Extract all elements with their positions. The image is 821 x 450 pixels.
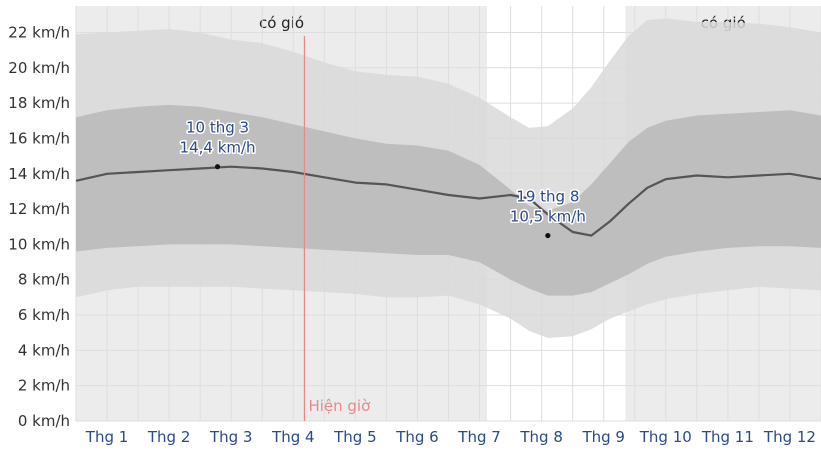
- annotation-date: 19 thg 8: [516, 188, 579, 206]
- annotation-date: 10 thg 3: [186, 119, 249, 137]
- y-tick-label: 6 km/h: [18, 306, 70, 324]
- band-p25-p75: [76, 104, 821, 296]
- x-tick-label: Thg 7: [457, 428, 501, 446]
- x-tick-label: Thg 6: [395, 428, 439, 446]
- y-tick-label: 8 km/h: [18, 271, 70, 289]
- y-tick-label: 16 km/h: [8, 129, 70, 147]
- y-tick-label: 20 km/h: [8, 59, 70, 77]
- x-tick-label: Thg 8: [519, 428, 563, 446]
- annotation-point: [214, 164, 221, 170]
- x-tick-label: Thg 5: [333, 428, 377, 446]
- annotation-point: [545, 232, 551, 239]
- y-tick-label: 10 km/h: [8, 235, 70, 253]
- percentile-bands: [76, 18, 821, 339]
- y-tick-label: 0 km/h: [18, 412, 70, 430]
- x-tick-label: Thg 4: [271, 428, 315, 446]
- y-axis-labels: 0 km/h 2 km/h 4 km/h 6 km/h 8 km/h 10 km/h 12 …: [8, 23, 70, 430]
- x-tick-label: Thg 12: [763, 428, 816, 446]
- y-tick-label: 14 km/h: [8, 165, 70, 183]
- x-tick-label: Thg 2: [147, 428, 191, 446]
- x-tick-label: Thg 1: [85, 428, 129, 446]
- annotation-value: 10,5 km/h: [510, 208, 586, 226]
- x-tick-label: Thg 3: [209, 428, 253, 446]
- y-tick-label: 12 km/h: [8, 200, 70, 218]
- x-tick-label: Thg 11: [701, 428, 754, 446]
- annotation-value: 14,4 km/h: [180, 139, 256, 157]
- now-label: Hiện giờ: [308, 397, 371, 415]
- now-marker: Hiện giờ: [303, 36, 371, 421]
- y-tick-label: 2 km/h: [18, 377, 70, 395]
- y-tick-label: 18 km/h: [8, 94, 70, 112]
- x-axis-labels: Thg 1 Thg 2 Thg 3 Thg 4 Thg 5 Thg 6 Thg 7 Thg 8…: [85, 428, 816, 446]
- y-tick-label: 4 km/h: [18, 341, 70, 359]
- y-tick-label: 22 km/h: [8, 23, 70, 41]
- windy-period-label: có gió: [259, 14, 304, 32]
- annotations: 10 thg 3 14,4 km/h 19 thg 8 10,5 km/h: [178, 117, 587, 239]
- x-tick-label: Thg 10: [639, 428, 692, 446]
- x-tick-label: Thg 9: [581, 428, 625, 446]
